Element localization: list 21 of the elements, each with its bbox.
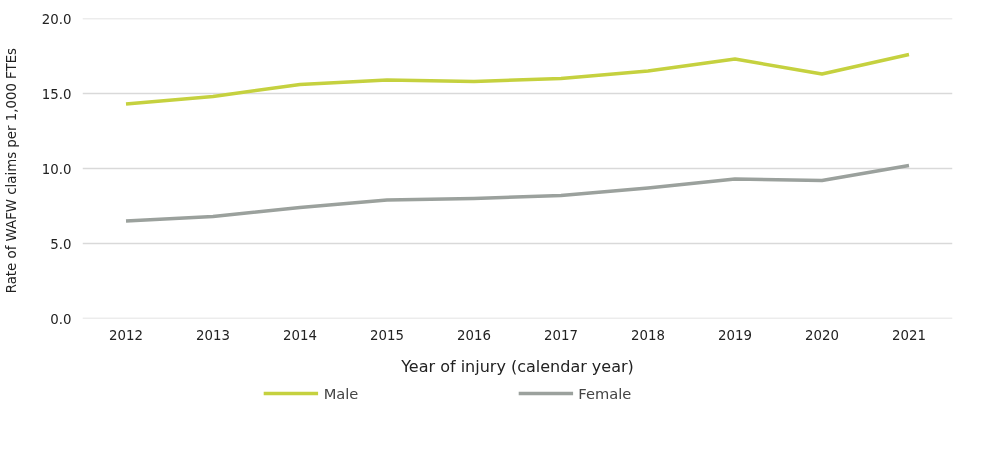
y-tick-label: 5.0 bbox=[50, 236, 72, 252]
x-tick-label: 2021 bbox=[892, 327, 926, 343]
x-tick-label: 2016 bbox=[457, 327, 491, 343]
x-tick-label: 2018 bbox=[631, 327, 665, 343]
x-tick-label: 2014 bbox=[283, 327, 317, 343]
legend-label: Female bbox=[578, 384, 632, 402]
x-tick-label: 2019 bbox=[718, 327, 752, 343]
y-tick-label: 10.0 bbox=[41, 161, 72, 177]
x-tick-label: 2015 bbox=[370, 327, 404, 343]
y-tick-label: 20.0 bbox=[41, 11, 72, 27]
line-series bbox=[124, 163, 911, 223]
x-tick-label: 2012 bbox=[109, 327, 143, 343]
x-tick-label: 2017 bbox=[544, 327, 578, 343]
x-tick-label: 2020 bbox=[805, 327, 839, 343]
x-axis-title: Year of injury (calendar year) bbox=[400, 356, 634, 376]
y-axis-title: Rate of WAFW claims per 1,000 FTEs bbox=[3, 47, 19, 294]
y-tick-label: 0.0 bbox=[50, 311, 72, 327]
line-series bbox=[124, 52, 911, 106]
x-tick-label: 2013 bbox=[196, 327, 230, 343]
y-tick-label: 15.0 bbox=[41, 86, 72, 102]
legend-label: Male bbox=[323, 384, 359, 402]
